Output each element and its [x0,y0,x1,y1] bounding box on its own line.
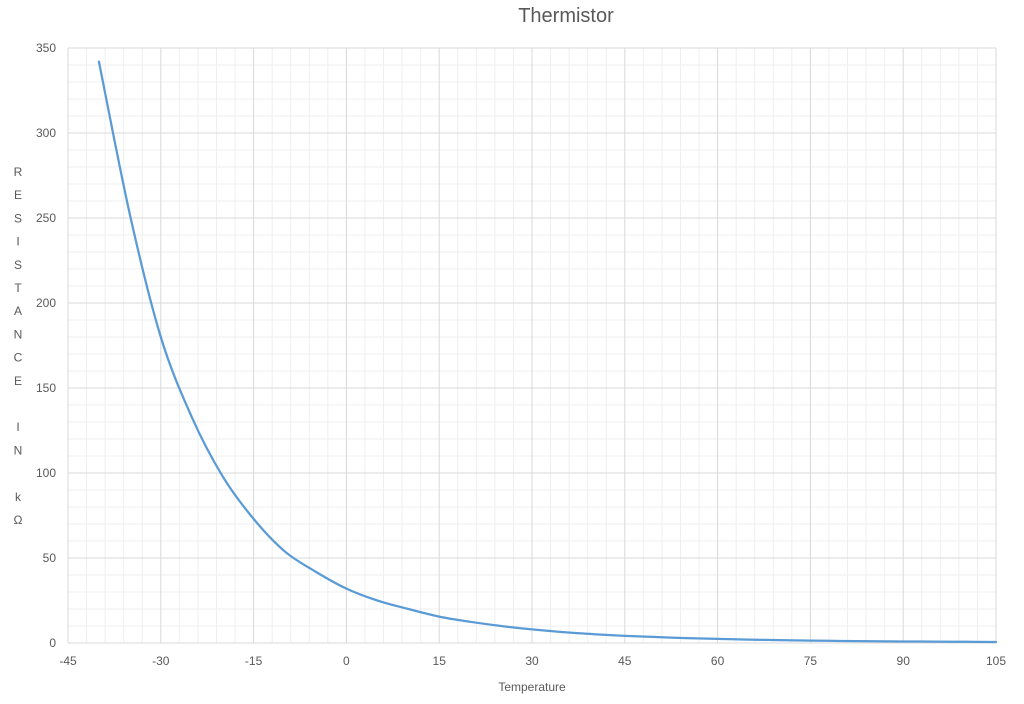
x-tick-label: -15 [245,654,263,668]
x-tick-label: 0 [343,654,350,668]
x-tick-label: 45 [618,654,632,668]
chart-title: Thermistor [518,5,614,27]
y-tick-label: 100 [36,466,56,480]
y-axis-label-char: k [15,490,22,504]
y-axis-label-char: R [14,165,23,179]
x-tick-label: 90 [897,654,911,668]
x-tick-label: -30 [152,654,170,668]
y-tick-label: 300 [36,126,56,140]
major-gridlines [67,47,997,644]
y-axis-ticks: 0 50 100 150 200 250 300 350 [36,41,56,650]
y-axis-label-char: N [14,327,23,341]
y-tick-label: 350 [36,41,56,55]
y-axis-label-char: I [16,235,19,249]
x-tick-label: 30 [525,654,539,668]
y-axis-label-char: Ω [14,513,23,527]
plot-area [97,60,998,644]
y-tick-label: 200 [36,296,56,310]
minor-gridlines [68,48,996,643]
y-axis-label-char: C [14,351,23,365]
x-axis-ticks: -45 -30 -15 0 15 30 45 60 75 90 105 [59,654,1006,668]
y-axis-label-char: I [16,420,19,434]
y-axis-label-char: E [14,374,22,388]
y-axis-label-char: T [14,281,22,295]
y-tick-label: 250 [36,211,56,225]
y-tick-label: 0 [49,636,56,650]
series-line [97,60,998,644]
x-tick-label: -45 [59,654,77,668]
y-tick-label: 150 [36,381,56,395]
x-tick-label: 105 [986,654,1006,668]
y-tick-label: 50 [43,551,57,565]
x-tick-label: 60 [711,654,725,668]
y-axis-label-char: E [14,188,22,202]
y-axis-label-char: N [14,443,23,457]
y-axis-label-char: A [14,304,22,318]
y-axis-label-char: S [14,211,22,225]
x-tick-label: 75 [804,654,818,668]
y-axis-label-char: S [14,258,22,272]
x-tick-label: 15 [433,654,447,668]
x-axis-label: Temperature [498,680,566,694]
